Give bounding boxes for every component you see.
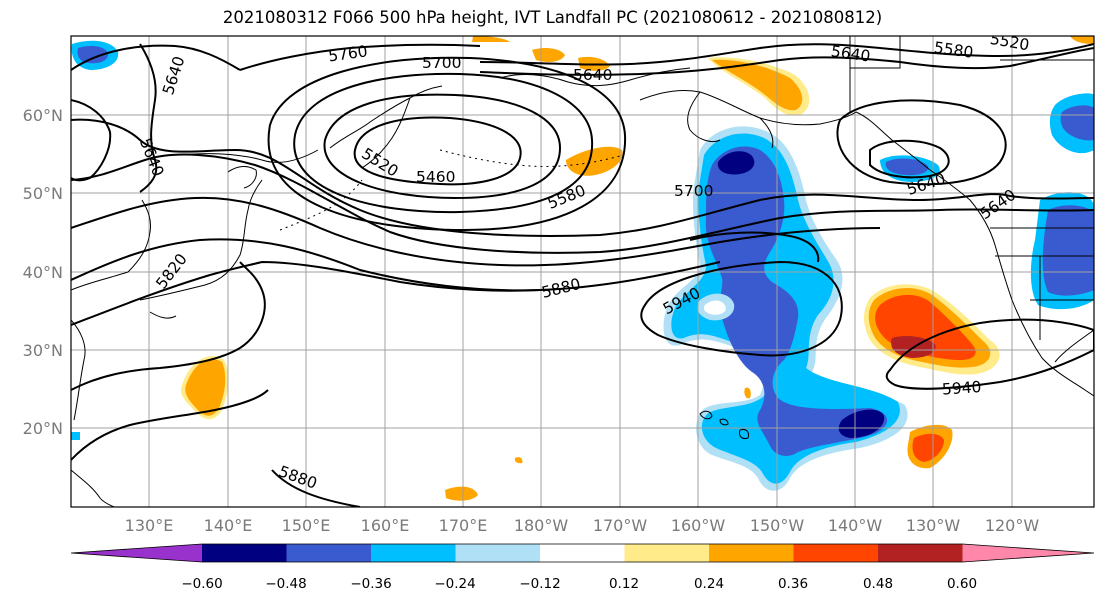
lon-label: 130°W (906, 516, 961, 535)
colorbar-left-extension (71, 544, 202, 562)
colorbar-segment (202, 544, 287, 562)
lon-label: 150°W (750, 516, 805, 535)
map-title: 2021080312 F066 500 hPa height, IVT Land… (222, 8, 883, 27)
ivt-positive-shading (180, 36, 1094, 501)
lon-label: 140°E (204, 516, 253, 535)
colorbar-segment (709, 544, 794, 562)
colorbar-segment (624, 544, 709, 562)
colorbar-outline (70, 543, 1095, 563)
lon-label: 120°W (985, 516, 1040, 535)
colorbar-segment (540, 544, 625, 562)
colorbar-tick-label: 0.36 (778, 576, 808, 592)
contour-label: 5640 (573, 66, 612, 84)
colorbar-tick-label: −0.60 (181, 576, 222, 592)
colorbar-tick-label: −0.36 (350, 576, 391, 592)
lon-label: 160°W (671, 516, 726, 535)
colorbar (70, 543, 1095, 563)
lat-label: 30°N (23, 341, 63, 360)
colorbar-segment (793, 544, 878, 562)
lon-label: 160°E (361, 516, 410, 535)
lon-label: 170°W (593, 516, 648, 535)
lat-label: 40°N (23, 263, 63, 282)
colorbar-tick-label: 0.12 (609, 576, 639, 592)
colorbar-tick-label: −0.24 (434, 576, 475, 592)
lon-label: 150°E (282, 516, 331, 535)
contour-label: 5460 (416, 168, 455, 186)
colorbar-segment (455, 544, 540, 562)
lat-label: 50°N (23, 184, 63, 203)
lon-label: 170°E (439, 516, 488, 535)
contour-label: 5700 (422, 54, 461, 72)
colorbar-tick-label: −0.12 (519, 576, 560, 592)
colorbar-segment (286, 544, 371, 562)
lat-label: 20°N (23, 419, 63, 438)
longitude-labels: 130°E 140°E 150°E 160°E 170°E 180°W 170°… (125, 516, 1040, 535)
colorbar-ticks: −0.60 −0.48 −0.36 −0.24 −0.12 0.12 0.24 … (181, 576, 977, 592)
lon-label: 180°W (514, 516, 569, 535)
colorbar-tick-label: −0.48 (265, 576, 306, 592)
contour-label: 5700 (674, 182, 713, 200)
ivt-negative-shading (71, 40, 1094, 491)
contour-label: 5640 (830, 42, 872, 65)
contour-label: 5760 (327, 42, 369, 65)
colorbar-segment (878, 544, 963, 562)
colorbar-tick-label: 0.48 (863, 576, 893, 592)
lon-label: 140°W (828, 516, 883, 535)
contour-label: 5580 (933, 38, 975, 61)
latitude-labels: 20°N 30°N 40°N 50°N 60°N (23, 106, 63, 438)
colorbar-tick-label: 0.24 (694, 576, 724, 592)
lon-label: 130°E (125, 516, 174, 535)
graticule (71, 36, 1094, 507)
lat-label: 60°N (23, 106, 63, 125)
colorbar-right-extension (962, 544, 1094, 562)
colorbar-tick-label: 0.60 (947, 576, 977, 592)
height-contours (71, 43, 1094, 507)
colorbar-segment (371, 544, 456, 562)
contour-label: 5940 (941, 378, 982, 399)
map-frame (70, 35, 1095, 508)
